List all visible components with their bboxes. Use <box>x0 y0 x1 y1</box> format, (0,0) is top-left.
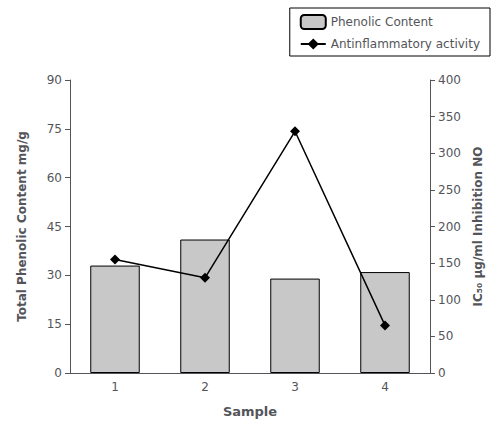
svg-text:0: 0 <box>438 366 446 380</box>
svg-text:150: 150 <box>438 256 461 270</box>
svg-text:Sample: Sample <box>223 404 277 419</box>
svg-text:400: 400 <box>438 73 461 87</box>
svg-text:15: 15 <box>47 317 62 331</box>
svg-text:4: 4 <box>381 380 389 394</box>
svg-text:30: 30 <box>47 268 62 282</box>
svg-text:Antinflammatory activity: Antinflammatory activity <box>331 37 480 51</box>
svg-text:300: 300 <box>438 146 461 160</box>
svg-text:250: 250 <box>438 183 461 197</box>
svg-text:Phenolic Content: Phenolic Content <box>331 15 433 29</box>
svg-text:60: 60 <box>47 171 62 185</box>
svg-text:0: 0 <box>54 366 62 380</box>
svg-text:75: 75 <box>47 122 62 136</box>
svg-text:50: 50 <box>438 329 453 343</box>
svg-text:2: 2 <box>201 380 209 394</box>
svg-text:45: 45 <box>47 220 62 234</box>
svg-text:90: 90 <box>47 73 62 87</box>
svg-text:Total Phenolic Content mg/g: Total Phenolic Content mg/g <box>15 131 29 322</box>
svg-text:200: 200 <box>438 220 461 234</box>
svg-text:1: 1 <box>111 380 119 394</box>
svg-text:100: 100 <box>438 293 461 307</box>
svg-text:3: 3 <box>291 380 299 394</box>
svg-text:IC₅₀ μg/ml Inhibition NO: IC₅₀ μg/ml Inhibition NO <box>471 147 485 307</box>
svg-text:350: 350 <box>438 110 461 124</box>
